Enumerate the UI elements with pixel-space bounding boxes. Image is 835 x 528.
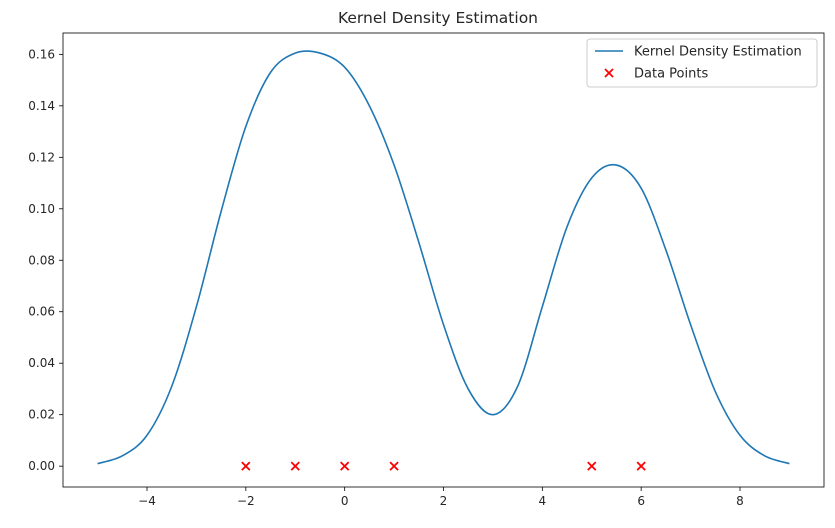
data-point-marker — [290, 461, 300, 471]
y-tick-label: 0.04 — [28, 356, 55, 370]
y-tick-label: 0.00 — [28, 459, 55, 473]
x-tick-label: −2 — [237, 494, 255, 508]
chart-title: Kernel Density Estimation — [338, 9, 538, 27]
plot-area: −4 −2 0 2 4 6 8 0.00 0.02 0.04 0.06 0.08 0.10 0.12 0.1… — [28, 32, 825, 508]
x-tick-label: 8 — [736, 494, 744, 508]
legend-label: Kernel Density Estimation — [634, 45, 802, 60]
legend: Kernel Density Estimation Data Points — [586, 38, 818, 88]
y-tick-label: 0.12 — [28, 150, 55, 164]
data-point-marker — [389, 461, 399, 471]
y-tick-label: 0.08 — [28, 253, 55, 267]
data-point-marker — [241, 461, 251, 471]
x-tick-label: 2 — [440, 494, 448, 508]
y-tick-label: 0.06 — [28, 305, 55, 319]
legend-label: Data Points — [634, 67, 708, 82]
data-point-marker — [340, 461, 350, 471]
y-tick-label: 0.02 — [28, 408, 55, 422]
legend-marker-swatch — [604, 68, 614, 78]
kde-line — [97, 50, 790, 465]
data-point-marker — [636, 461, 646, 471]
y-tick-label: 0.10 — [28, 202, 55, 216]
x-tick-label: 0 — [341, 494, 349, 508]
legend-box — [586, 38, 818, 88]
x-tick-label: 6 — [637, 494, 645, 508]
x-tick-label: 4 — [539, 494, 547, 508]
y-tick-label: 0.16 — [28, 47, 55, 61]
y-tick-label: 0.14 — [28, 99, 55, 113]
data-point-marker — [587, 461, 597, 471]
x-tick-label: −4 — [138, 494, 156, 508]
